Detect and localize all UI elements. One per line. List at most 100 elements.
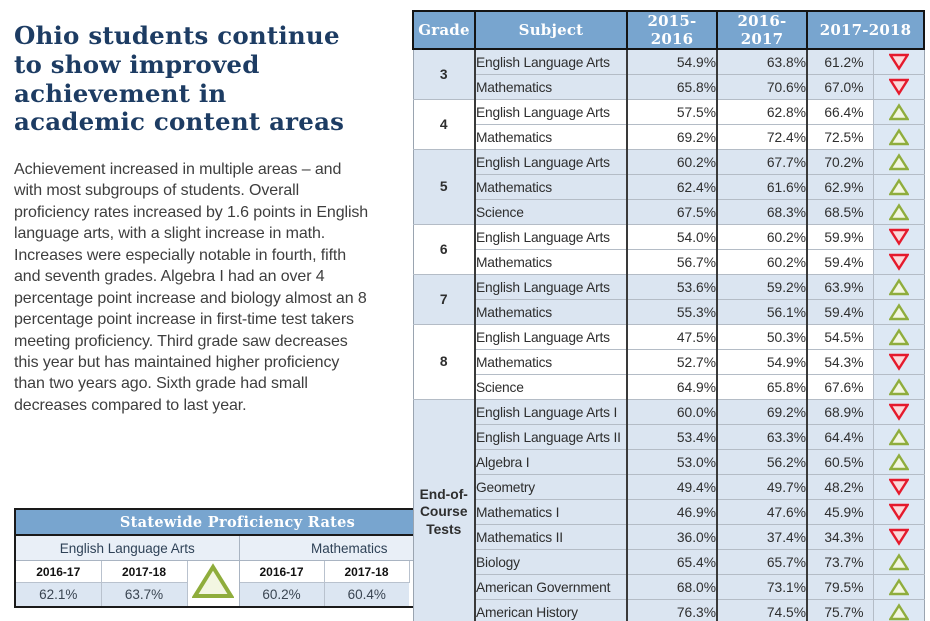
up-triangle-icon: [888, 378, 909, 396]
subject-cell: Mathematics II: [475, 524, 628, 550]
trend-cell: [873, 199, 924, 225]
trend-cell: [873, 224, 924, 250]
value-cell: 46.9%: [627, 499, 718, 525]
trend-cell: [873, 74, 924, 100]
value-cell: 47.5%: [627, 324, 718, 350]
value-cell: 72.4%: [717, 124, 808, 150]
value-cell: 60.2%: [239, 582, 325, 607]
down-triangle-icon: [888, 478, 909, 496]
value-cell: 67.7%: [717, 149, 808, 175]
up-triangle-icon: [888, 428, 909, 446]
value-cell: 49.4%: [627, 474, 718, 500]
value-cell: 73.1%: [717, 574, 808, 600]
subject-cell: Algebra I: [475, 449, 628, 475]
value-cell: 53.6%: [627, 274, 718, 300]
down-triangle-icon: [888, 228, 909, 246]
subject-cell: American Government: [475, 574, 628, 600]
trend-cell: [873, 48, 924, 75]
value-cell: 75.7%: [807, 599, 874, 621]
value-cell: 74.5%: [717, 599, 808, 621]
table-row: Algebra I 53.0% 56.2% 60.5%: [413, 449, 924, 475]
value-cell: 67.0%: [807, 74, 874, 100]
up-triangle-icon: [888, 578, 909, 596]
intro-paragraph: Achievement increased in multiple areas …: [14, 161, 369, 414]
subject-cell: English Language Arts: [475, 224, 628, 250]
value-cell: 65.8%: [627, 74, 718, 100]
value-cell: 60.2%: [717, 224, 808, 250]
subject-cell: Mathematics: [475, 124, 628, 150]
trend-cell: [873, 374, 924, 400]
value-cell: 79.5%: [807, 574, 874, 600]
subject-cell: English Language Arts: [475, 324, 628, 350]
table-row: Mathematics I 46.9% 47.6% 45.9%: [413, 499, 924, 525]
trend-cell: [873, 299, 924, 325]
statewide-table: Statewide Proficiency Rates English Lang…: [13, 508, 462, 608]
subject-cell: Mathematics: [475, 74, 628, 100]
statewide-title-row: Statewide Proficiency Rates: [13, 508, 462, 536]
subject-cell: Science: [475, 374, 628, 400]
main-table-header-row: Grade Subject 2015-2016 2016-2017 2017-2…: [412, 10, 925, 50]
value-cell: 52.7%: [627, 349, 718, 375]
year-header: 2017-18: [101, 560, 188, 583]
table-row: Science 67.5% 68.3% 68.5%: [413, 199, 924, 225]
table-row: Mathematics 55.3% 56.1% 59.4%: [413, 299, 924, 325]
group-label-ela: English Language Arts: [15, 535, 240, 561]
trend-cell: [873, 274, 924, 300]
value-cell: 54.9%: [627, 48, 718, 75]
subject-cell: Mathematics: [475, 349, 628, 375]
table-row: End-of-Course Tests English Language Arts…: [413, 399, 924, 621]
trend-cell: [873, 124, 924, 150]
year-header: 2016-17: [239, 560, 325, 583]
table-row: Mathematics 56.7% 60.2% 59.4%: [413, 249, 924, 275]
table-row: Mathematics 69.2% 72.4% 72.5%: [413, 124, 924, 150]
value-cell: 59.4%: [807, 299, 874, 325]
subject-cell: English Language Arts: [475, 149, 628, 175]
value-cell: 69.2%: [717, 399, 808, 425]
subject-cell: American History: [475, 599, 628, 621]
up-triangle-icon: [888, 103, 909, 121]
trend-cell: [873, 324, 924, 350]
table-row: Mathematics 52.7% 54.9% 54.3%: [413, 349, 924, 375]
table-row: 4 English Language Arts 57.5% 62.8% 66.4%: [413, 99, 924, 150]
value-cell: 36.0%: [627, 524, 718, 550]
value-cell: 53.0%: [627, 449, 718, 475]
subject-cell: English Language Arts: [475, 48, 628, 75]
subject-cell: English Language Arts II: [475, 424, 628, 450]
trend-cell: [873, 249, 924, 275]
value-cell: 47.6%: [717, 499, 808, 525]
down-triangle-icon: [888, 253, 909, 271]
trend-cell: [873, 99, 924, 125]
value-cell: 60.2%: [717, 249, 808, 275]
value-cell: 53.4%: [627, 424, 718, 450]
value-cell: 63.8%: [717, 48, 808, 75]
value-cell: 63.7%: [101, 582, 188, 607]
value-cell: 61.6%: [717, 174, 808, 200]
up-triangle-icon: [888, 178, 909, 196]
value-cell: 50.3%: [717, 324, 808, 350]
trend-cell: [873, 524, 924, 550]
value-cell: 54.0%: [627, 224, 718, 250]
down-triangle-icon: [888, 78, 909, 96]
value-cell: 60.5%: [807, 449, 874, 475]
value-cell: 45.9%: [807, 499, 874, 525]
value-cell: 55.3%: [627, 299, 718, 325]
trend-cell: [873, 424, 924, 450]
grade-cell: 8: [413, 324, 476, 400]
year-header: 2017-18: [324, 560, 410, 583]
down-triangle-icon: [888, 403, 909, 421]
table-row: 5 English Language Arts 60.2% 67.7% 70.2%: [413, 149, 924, 225]
value-cell: 60.0%: [627, 399, 718, 425]
value-cell: 54.5%: [807, 324, 874, 350]
value-cell: 59.4%: [807, 249, 874, 275]
col-header-2016-2017: 2016-2017: [716, 10, 808, 50]
value-cell: 62.9%: [807, 174, 874, 200]
value-cell: 56.2%: [717, 449, 808, 475]
subject-cell: Science: [475, 199, 628, 225]
value-cell: 69.2%: [627, 124, 718, 150]
subject-cell: English Language Arts: [475, 99, 628, 125]
grade-cell: 4: [413, 99, 476, 150]
up-triangle-icon: [888, 328, 909, 346]
table-row: 3 English Language Arts 54.9% 63.8% 61.2%: [413, 48, 924, 100]
value-cell: 66.4%: [807, 99, 874, 125]
value-cell: 65.4%: [627, 549, 718, 575]
